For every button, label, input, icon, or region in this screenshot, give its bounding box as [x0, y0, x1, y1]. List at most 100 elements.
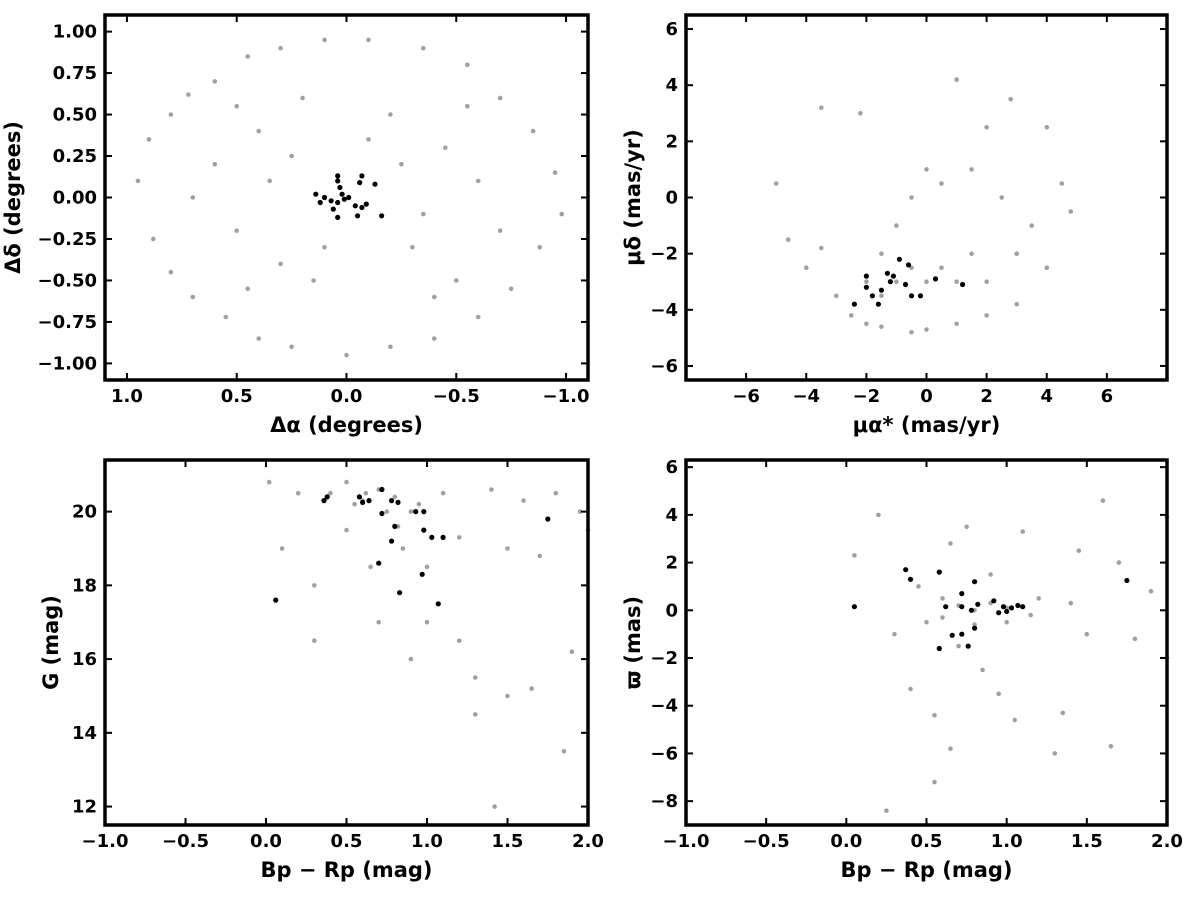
member-star-point [869, 293, 876, 299]
x-axis-label: μα* (mas/yr) [853, 413, 1001, 437]
member-star-point [359, 173, 365, 179]
y-tick-label: 4 [665, 505, 678, 526]
field-star-point [785, 237, 791, 242]
field-star-point [1132, 636, 1138, 642]
member-star-point [1020, 604, 1026, 610]
field-star-point [804, 265, 809, 271]
field-star-point [505, 546, 510, 551]
field-star-point [1116, 560, 1122, 565]
field-star-point [352, 501, 357, 507]
x-tick-label: 1.0 [411, 831, 443, 852]
field-star-point [940, 596, 945, 601]
field-star-point [456, 638, 462, 643]
member-star-point [545, 516, 551, 522]
x-tick-label: −1.0 [543, 386, 590, 407]
field-star-point [384, 509, 390, 514]
field-star-point [939, 265, 944, 271]
field-star-point [1084, 631, 1090, 637]
y-tick-label: −6 [650, 743, 678, 764]
member-star-point [905, 262, 912, 268]
field-star-point [475, 178, 481, 184]
field-star-point [1020, 529, 1025, 534]
field-star-point [473, 675, 478, 680]
member-star-point [429, 534, 435, 541]
field-star-point [561, 749, 567, 754]
y-tick-label: 0.75 [53, 63, 97, 84]
field-star-point [984, 125, 989, 130]
field-star-point [399, 162, 404, 167]
y-axis-label: G (mag) [39, 595, 63, 690]
y-tick-label: −0.50 [38, 270, 98, 291]
field-star-point [879, 324, 884, 330]
field-star-point [190, 195, 196, 200]
member-star-point [397, 590, 403, 596]
member-star-point [902, 281, 909, 288]
member-star-point [936, 645, 942, 652]
field-star-point [879, 251, 884, 256]
field-star-point [1028, 612, 1033, 618]
member-star-point [959, 631, 965, 637]
field-star-point [559, 211, 564, 217]
field-star-point [858, 111, 863, 116]
field-star-point [864, 279, 869, 285]
member-star-point [943, 604, 949, 610]
field-star-point [852, 553, 857, 558]
y-tick-label: 1.00 [53, 22, 97, 43]
member-star-point [1015, 602, 1021, 609]
field-star-point [505, 693, 510, 699]
member-star-point [379, 213, 385, 219]
field-star-point [916, 584, 921, 589]
field-star-point [245, 286, 250, 292]
y-tick-label: 16 [72, 649, 97, 670]
member-star-point [863, 284, 870, 290]
member-star-point [949, 632, 955, 638]
member-star-point [321, 498, 327, 504]
member-star-point [965, 643, 971, 649]
member-star-point [379, 510, 385, 517]
field-star-point [892, 631, 897, 637]
member-star-point [907, 576, 914, 582]
member-star-point [972, 579, 978, 585]
y-tick-label: 2 [665, 553, 678, 574]
field-star-point [1014, 251, 1019, 256]
series-field-stars [266, 479, 591, 809]
panel-bottom-left: −1.0 −0.5 0.0 0.5 1.0 1.5 2.0 12 14 16 18 20 Bp − Rp… [39, 458, 604, 882]
member-star-point [337, 184, 343, 191]
member-star-point [392, 523, 398, 530]
field-star-point [908, 686, 913, 692]
field-star-point [1148, 588, 1154, 594]
member-star-point [313, 191, 319, 197]
member-star-point [884, 270, 891, 276]
x-tick-label: 2 [980, 386, 993, 407]
field-star-point [1076, 548, 1082, 553]
member-star-point [991, 598, 997, 604]
member-star-point [917, 293, 924, 299]
member-star-point [959, 604, 965, 610]
field-star-point [295, 490, 301, 496]
field-star-point [984, 279, 989, 285]
field-star-point [940, 615, 945, 620]
y-tick-label: 20 [72, 502, 97, 523]
member-star-point [890, 273, 897, 279]
field-star-point [279, 546, 285, 551]
field-star-point [473, 712, 478, 717]
field-star-point [424, 619, 430, 625]
field-star-point [443, 145, 448, 150]
member-star-point [435, 601, 441, 607]
field-star-point [424, 564, 430, 570]
x-tick-label: 1.5 [1071, 831, 1103, 852]
x-tick-label: 0.0 [250, 831, 282, 852]
series-member-stars [273, 486, 551, 607]
field-star-point [416, 501, 422, 507]
field-star-point [773, 181, 779, 186]
member-star-point [875, 301, 882, 307]
field-star-point [256, 336, 262, 341]
field-star-point [530, 128, 536, 134]
field-star-point [456, 535, 462, 540]
member-star-point [887, 279, 894, 285]
x-tick-label: 4 [1040, 386, 1053, 407]
plot-frame [684, 13, 1169, 382]
field-star-point [489, 487, 494, 492]
y-tick-label: 14 [72, 723, 97, 744]
